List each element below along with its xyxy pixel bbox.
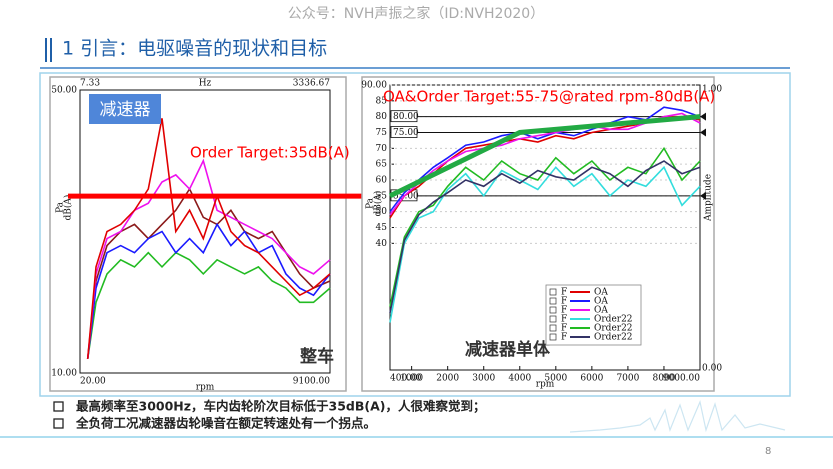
series-group xyxy=(86,118,331,360)
x-tick-label: 1000 xyxy=(400,374,423,384)
legend-flag: F xyxy=(561,333,567,343)
legend-checkbox xyxy=(549,288,557,296)
legend-checkbox xyxy=(549,333,557,341)
legend-label: OA xyxy=(594,288,608,298)
series-line xyxy=(86,222,331,359)
x-tick-label: 3000 xyxy=(472,374,495,384)
legend-label: OA xyxy=(594,306,608,316)
reference-label-box xyxy=(390,110,418,123)
chart-note: 整车 xyxy=(300,346,334,367)
reference-label-box xyxy=(390,126,418,138)
y-tick-label: 55 xyxy=(376,191,388,201)
legend-label: Order22 xyxy=(594,324,633,334)
legend-flag: F xyxy=(561,288,567,298)
tag-box xyxy=(89,94,161,124)
y-tick-label: 70 xyxy=(376,144,388,154)
bullet-text: 最高频率至3000Hz，车内齿轮阶次目标低于35dB(A)，人很难察觉到； xyxy=(76,399,486,414)
legend-flag: F xyxy=(561,297,567,307)
legend-checkbox xyxy=(549,297,557,305)
y2-tick-label: 0.00 xyxy=(702,364,722,374)
y-tick-label: 50.00 xyxy=(51,86,77,96)
legend-box xyxy=(545,284,642,346)
x2-tick-label: 7.33 xyxy=(80,79,100,89)
tag-label: 减速器 xyxy=(100,100,151,120)
y-tick-label: 90.00 xyxy=(361,81,387,91)
x-tick-label: 20.00 xyxy=(80,377,106,387)
legend-checkbox xyxy=(549,306,557,314)
series-line xyxy=(86,118,331,359)
y-tick-label: 60 xyxy=(376,176,388,186)
y-axis-label: dB(A) xyxy=(373,191,384,217)
y-tick-label: 10.00 xyxy=(51,369,77,379)
reference-arrow xyxy=(700,128,706,137)
x-tick-label: 9100.00 xyxy=(293,377,330,387)
legend-flag: F xyxy=(561,315,567,325)
reference-label: 55.00 xyxy=(393,191,419,201)
target-label: OA&Order Target:55-75@rated rpm-80dB(A) xyxy=(383,88,715,106)
legend-flag: F xyxy=(561,324,567,334)
series-line xyxy=(389,165,701,323)
x-tick-label: 7000 xyxy=(616,374,639,384)
bullet-text: 全负荷工况减速器齿轮噪音在额定转速处有一个拐点。 xyxy=(75,416,376,431)
target-label: Order Target:35dB(A) xyxy=(190,144,350,162)
y-tick-label: 75 xyxy=(376,128,388,138)
legend-checkbox xyxy=(549,315,557,323)
series-line xyxy=(86,251,331,360)
y-tick-label: 85 xyxy=(376,96,388,106)
x-axis-label: rpm xyxy=(196,383,215,393)
legend-checkbox xyxy=(549,324,557,332)
y-axis-unit: Pa xyxy=(56,201,66,213)
series-line xyxy=(389,160,701,314)
legend-label: Order22 xyxy=(594,333,633,343)
reference-label: 80.00 xyxy=(393,112,419,122)
y-axis-unit: Pa xyxy=(366,197,376,209)
x-tick-label: 8000 xyxy=(653,374,676,384)
x2-axis-label: Hz xyxy=(199,79,212,89)
x-tick-label: 400.00 xyxy=(390,374,422,384)
chart-frame xyxy=(49,76,347,392)
content-frame xyxy=(39,72,791,397)
x-axis-label: rpm xyxy=(536,380,555,390)
legend-label: Order22 xyxy=(594,315,633,325)
y-tick-label: 80 xyxy=(376,112,388,122)
series-line xyxy=(86,158,331,359)
series-line xyxy=(389,146,701,307)
decor-wave xyxy=(569,400,786,433)
y-tick-label: 65 xyxy=(376,160,388,170)
slide-title: 1 引言：电驱噪音的现状和目标 xyxy=(62,38,327,60)
x-tick-label: 2000 xyxy=(436,374,459,384)
legend-flag: F xyxy=(561,306,567,316)
plot-area xyxy=(79,89,331,374)
x-tick-label: 4000 xyxy=(508,374,531,384)
reference-arrow xyxy=(700,191,706,200)
x-tick-label: 6000 xyxy=(580,374,603,384)
y-tick-label: 45 xyxy=(376,223,388,233)
x-tick-label: 9000.00 xyxy=(663,374,700,384)
reference-arrow xyxy=(700,112,706,121)
watermark: 公众号：NVH声振之家（ID:NVH2020） xyxy=(288,5,544,22)
reference-label: 75.00 xyxy=(393,128,419,138)
page-number: 8 xyxy=(765,446,771,457)
chart-note: 减速器单体 xyxy=(465,339,551,360)
y-axis-label: dB(A) xyxy=(63,195,74,221)
legend-label: OA xyxy=(594,297,608,307)
y2-tick-label: 1.00 xyxy=(702,85,722,95)
y2-axis-label: Amplitude xyxy=(704,174,714,222)
x2-tick-label: 3336.67 xyxy=(293,79,330,89)
bullet-box xyxy=(53,418,64,429)
bullet-box xyxy=(53,401,64,412)
y-tick-label: 40 xyxy=(376,239,388,249)
y-tick-label: 50 xyxy=(376,207,388,217)
target-curve xyxy=(388,114,701,199)
x-tick-label: 5000 xyxy=(544,374,567,384)
